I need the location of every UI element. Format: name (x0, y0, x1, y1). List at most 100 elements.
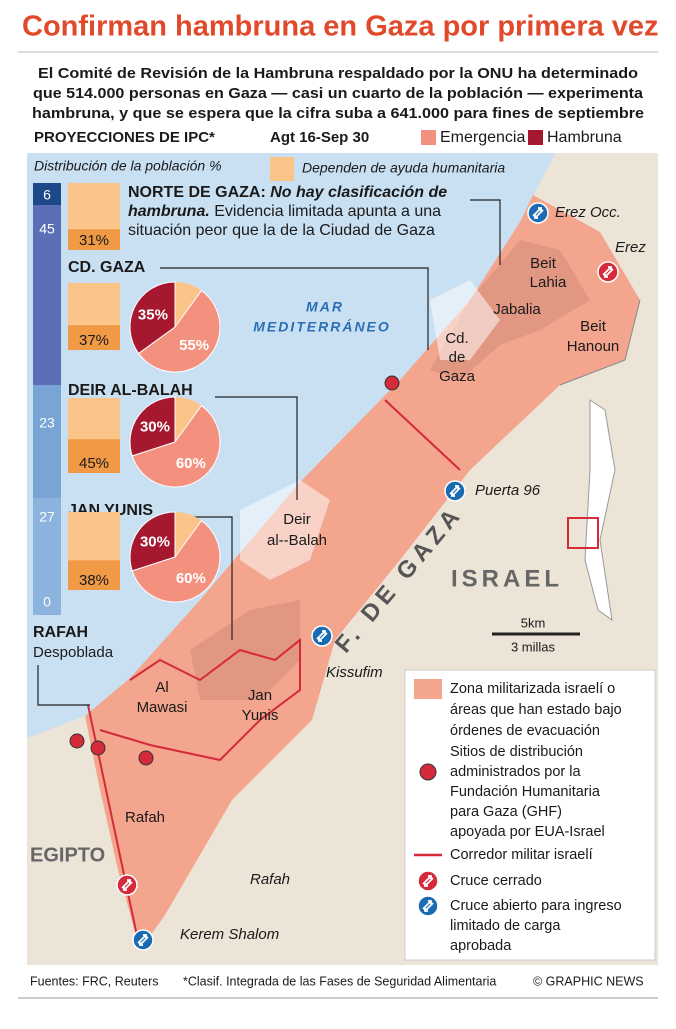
scale-label: 3 millas (511, 639, 556, 654)
corridor (384, 399, 461, 471)
aid-share (68, 439, 120, 473)
distribution-site (384, 375, 400, 391)
crossing-open (527, 202, 549, 224)
distribution-site (69, 733, 85, 749)
scale-label: 5km (521, 615, 546, 630)
region-name: DEIR AL-BALAH (68, 382, 193, 399)
leader (160, 267, 429, 350)
inset-frame (567, 517, 599, 549)
place: al--Balah (267, 532, 327, 549)
sources: Fuentes: FRC, Reuters (30, 974, 159, 988)
country: EGIPTO (30, 844, 105, 866)
place: Gaza (439, 368, 476, 385)
gaza-strip (85, 195, 640, 950)
legend: Zona militarizada israelí o áreas que ha… (404, 669, 656, 961)
region-name: RAFAH (33, 624, 88, 641)
legend-box (404, 669, 656, 961)
crossing-open (132, 929, 154, 951)
emergency-label: 60% (176, 570, 206, 587)
place: Beit (530, 255, 557, 272)
region-name: CD. GAZA (68, 259, 146, 276)
place: Jabalia (493, 301, 541, 318)
legend-label: Emergencia (440, 129, 525, 146)
pie-famine (129, 281, 176, 355)
aid-share (68, 229, 120, 250)
pop-segment (33, 385, 61, 498)
region-note: situación peor que la de la Ciudad de Ga… (128, 222, 435, 239)
deir-area (240, 480, 330, 580)
famine-label: 30% (140, 533, 170, 550)
country: ISRAEL (451, 565, 563, 592)
population-value: 0 (43, 594, 51, 610)
crossing-closed (597, 261, 619, 283)
aid-swatch (270, 157, 294, 181)
period: Agt 16-Sep 30 (270, 129, 369, 146)
place: Beit (580, 318, 607, 335)
sea-label: MAR (306, 299, 344, 315)
distribution-label: Distribución de la población % (34, 158, 222, 174)
aid-label: 37% (79, 332, 109, 349)
place: Hanoun (567, 338, 620, 355)
place: Jan (248, 687, 272, 704)
legend-text: Zona militarizada israelí o (450, 681, 615, 697)
leader (37, 665, 90, 706)
legend-symbol (419, 763, 437, 781)
pop-segment (33, 498, 61, 615)
leader (215, 396, 298, 500)
crossing-label: Puerta 96 (475, 482, 541, 499)
distribution-site (90, 740, 106, 756)
place: Deir (283, 511, 311, 528)
crossing-open (444, 480, 466, 502)
panel: Distribución de la población % Dependen … (27, 153, 505, 706)
population-value: 23 (39, 415, 55, 431)
aid-share (68, 325, 120, 350)
legend-text: Corredor militar israelí (450, 847, 593, 863)
emergency-label: 60% (176, 455, 206, 472)
aid-label: 38% (79, 572, 109, 589)
subtitle: hambruna, y que se espera que la cifra s… (32, 105, 644, 122)
place: Yunis (242, 707, 279, 724)
leader (470, 199, 501, 265)
crossing-label: Kissufim (326, 664, 383, 681)
legend-swatch (528, 130, 543, 145)
subtitle: El Comité de Revisión de la Hambruna res… (38, 65, 638, 82)
footnote: *Clasif. Integrada de las Fases de Segur… (183, 974, 496, 988)
legend-text: Sitios de distribución (450, 744, 583, 760)
aid-label: Dependen de ayuda humanitaria (302, 160, 505, 176)
legend-text: Cruce abierto para ingreso (450, 898, 622, 914)
pie-famine (129, 511, 176, 572)
urban-area (190, 600, 300, 700)
crossing-label: Rafah (250, 871, 290, 888)
distribution-site (138, 750, 154, 766)
place: Lahia (530, 274, 567, 291)
aid-label: 45% (79, 455, 109, 472)
pie-emergency (137, 289, 221, 373)
aid-label: 31% (79, 232, 109, 249)
credit: © GRAPHIC NEWS (533, 974, 644, 988)
crossing-label: Erez Occ. (555, 204, 621, 221)
crossing-label: Kerem Shalom (180, 926, 279, 943)
pop-segment (33, 183, 61, 205)
place: Cd. (445, 330, 468, 347)
population-value: 6 (43, 187, 51, 203)
pop-segment (33, 205, 61, 385)
crossing-open (311, 625, 333, 647)
inset-map (584, 399, 616, 622)
legend-swatch (421, 130, 436, 145)
ipc-label: PROYECCIONES DE IPC* (34, 129, 215, 146)
legend-text: Fundación Humanitaria (450, 784, 601, 800)
famine-label: 30% (140, 418, 170, 435)
pie-emergency (131, 519, 221, 603)
crossing-closed (116, 874, 138, 896)
border (559, 299, 641, 386)
region-status: Despoblada (33, 644, 114, 661)
leaders (37, 199, 501, 706)
crossing-label: Erez (615, 239, 646, 256)
aid-share (68, 560, 120, 590)
legend-text: órdenes de evacuación (450, 723, 600, 739)
legend-label: Hambruna (547, 129, 622, 146)
place: Mawasi (137, 699, 188, 716)
corridor (99, 637, 301, 762)
pie-famine (129, 396, 176, 457)
